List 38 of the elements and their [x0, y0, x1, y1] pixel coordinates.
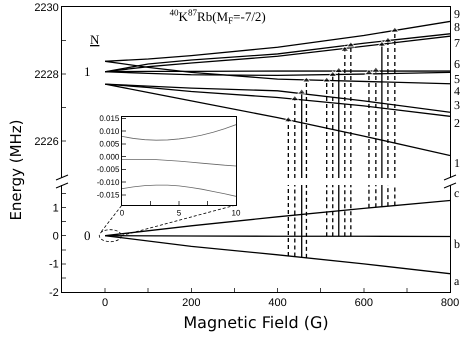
y-tick-label: -0.005 [96, 165, 120, 174]
series-label: 3 [454, 98, 460, 112]
y-tick-label: 1 [52, 202, 59, 214]
y-tick-label: 2230 [34, 2, 59, 14]
y-axis-title: Energy (MHz) [7, 119, 25, 221]
series-label: 6 [454, 57, 460, 71]
y-tick-label: 0.010 [99, 126, 120, 136]
series-label: 2 [454, 116, 460, 130]
y-tick-label: 2226 [34, 136, 59, 148]
series-label: b [454, 237, 460, 251]
legend-label: c [454, 186, 460, 200]
series-label: 4 [454, 84, 460, 98]
annotation: N [90, 32, 100, 47]
y-tick-label: -0.010 [96, 178, 120, 187]
y-tick-label: 0.005 [99, 140, 120, 149]
y-tick-label: -0.015 [96, 190, 120, 200]
x-axis-title: Magnetic Field (G) [183, 312, 329, 332]
series-label: 5 [454, 72, 460, 86]
y-tick-label: 0 [52, 230, 59, 243]
y-tick-label: -1 [49, 258, 59, 271]
x-tick-label: 600 [354, 297, 373, 310]
series-label: 9 [454, 7, 460, 21]
annotation: 0 [84, 228, 90, 243]
series-label: a [454, 274, 460, 288]
x-tick-label: 800 [440, 297, 460, 310]
x-tick-label: 10 [232, 208, 241, 218]
y-tick-label: 0.000 [99, 152, 120, 162]
series-label: 7 [454, 36, 460, 50]
series-label: 8 [454, 20, 460, 34]
x-tick-label: 5 [176, 208, 182, 218]
annotation: 1 [84, 64, 90, 79]
series-label: 1 [454, 156, 460, 170]
y-tick-label: 2228 [34, 68, 59, 81]
x-tick-label: 400 [268, 297, 287, 310]
x-tick-label: 200 [182, 297, 201, 310]
chart-title: $^{40}$K$^{87}$Rb(M$_{F}$=-7/2) [169, 7, 266, 26]
y-tick-label: -2 [49, 286, 59, 299]
y-tick-label: 0.015 [99, 114, 120, 124]
